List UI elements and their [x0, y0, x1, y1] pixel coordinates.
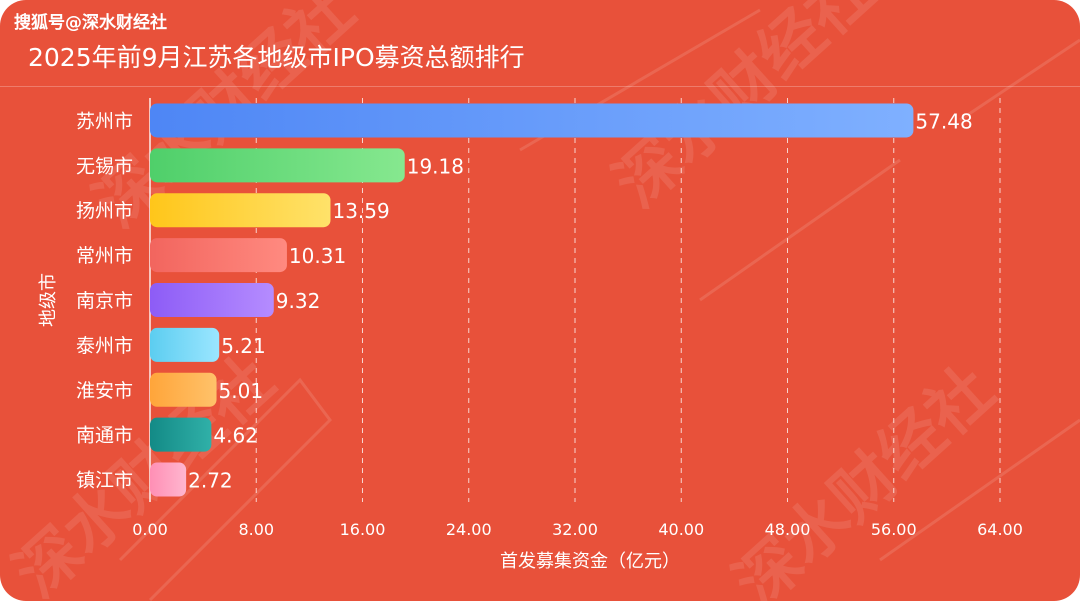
chart-title: 2025年前9月江苏各地级市IPO募资总额排行 [28, 43, 525, 72]
bar [150, 417, 212, 452]
x-tick-label: 0.00 [132, 520, 168, 539]
bar [150, 327, 220, 362]
bar [150, 148, 405, 183]
bar [150, 372, 217, 407]
y-tick-label: 镇江市 [76, 470, 133, 492]
data-label: 5.01 [219, 379, 264, 403]
y-axis-label: 地级市 [38, 273, 59, 327]
x-tick-label: 56.00 [871, 520, 917, 539]
x-tick-label: 8.00 [238, 520, 274, 539]
bar [150, 283, 274, 317]
y-tick-label: 苏州市 [76, 110, 133, 132]
title-divider [0, 86, 1080, 87]
bar [150, 193, 331, 228]
data-label: 2.72 [188, 469, 233, 493]
x-tick-label: 40.00 [658, 520, 704, 539]
data-label: 13.59 [332, 199, 389, 223]
x-tick-label: 48.00 [765, 520, 811, 539]
bar [150, 462, 187, 497]
y-tick-label: 无锡市 [76, 155, 133, 177]
y-tick-label: 南京市 [76, 290, 133, 312]
y-tick-label: 常州市 [76, 245, 133, 267]
y-tick-label: 淮安市 [76, 380, 133, 402]
bar [150, 103, 914, 138]
bar [150, 238, 287, 273]
data-label: 19.18 [407, 154, 464, 178]
data-label: 4.62 [213, 424, 258, 448]
y-tick-label: 南通市 [76, 425, 133, 447]
x-tick-label: 64.00 [977, 520, 1023, 539]
y-tick-label: 扬州市 [76, 200, 133, 222]
x-tick-label: 32.00 [552, 520, 598, 539]
data-label: 57.48 [915, 109, 972, 133]
y-tick-label: 泰州市 [76, 335, 133, 357]
data-label: 9.32 [276, 289, 321, 313]
data-label: 10.31 [289, 244, 346, 268]
x-tick-label: 16.00 [340, 520, 386, 539]
x-axis-label: 首发募集资金（亿元） [500, 551, 680, 572]
source-watermark: 搜狐号@深水财经社 [14, 13, 167, 33]
x-tick-label: 24.00 [446, 520, 492, 539]
data-label: 5.21 [221, 334, 266, 358]
